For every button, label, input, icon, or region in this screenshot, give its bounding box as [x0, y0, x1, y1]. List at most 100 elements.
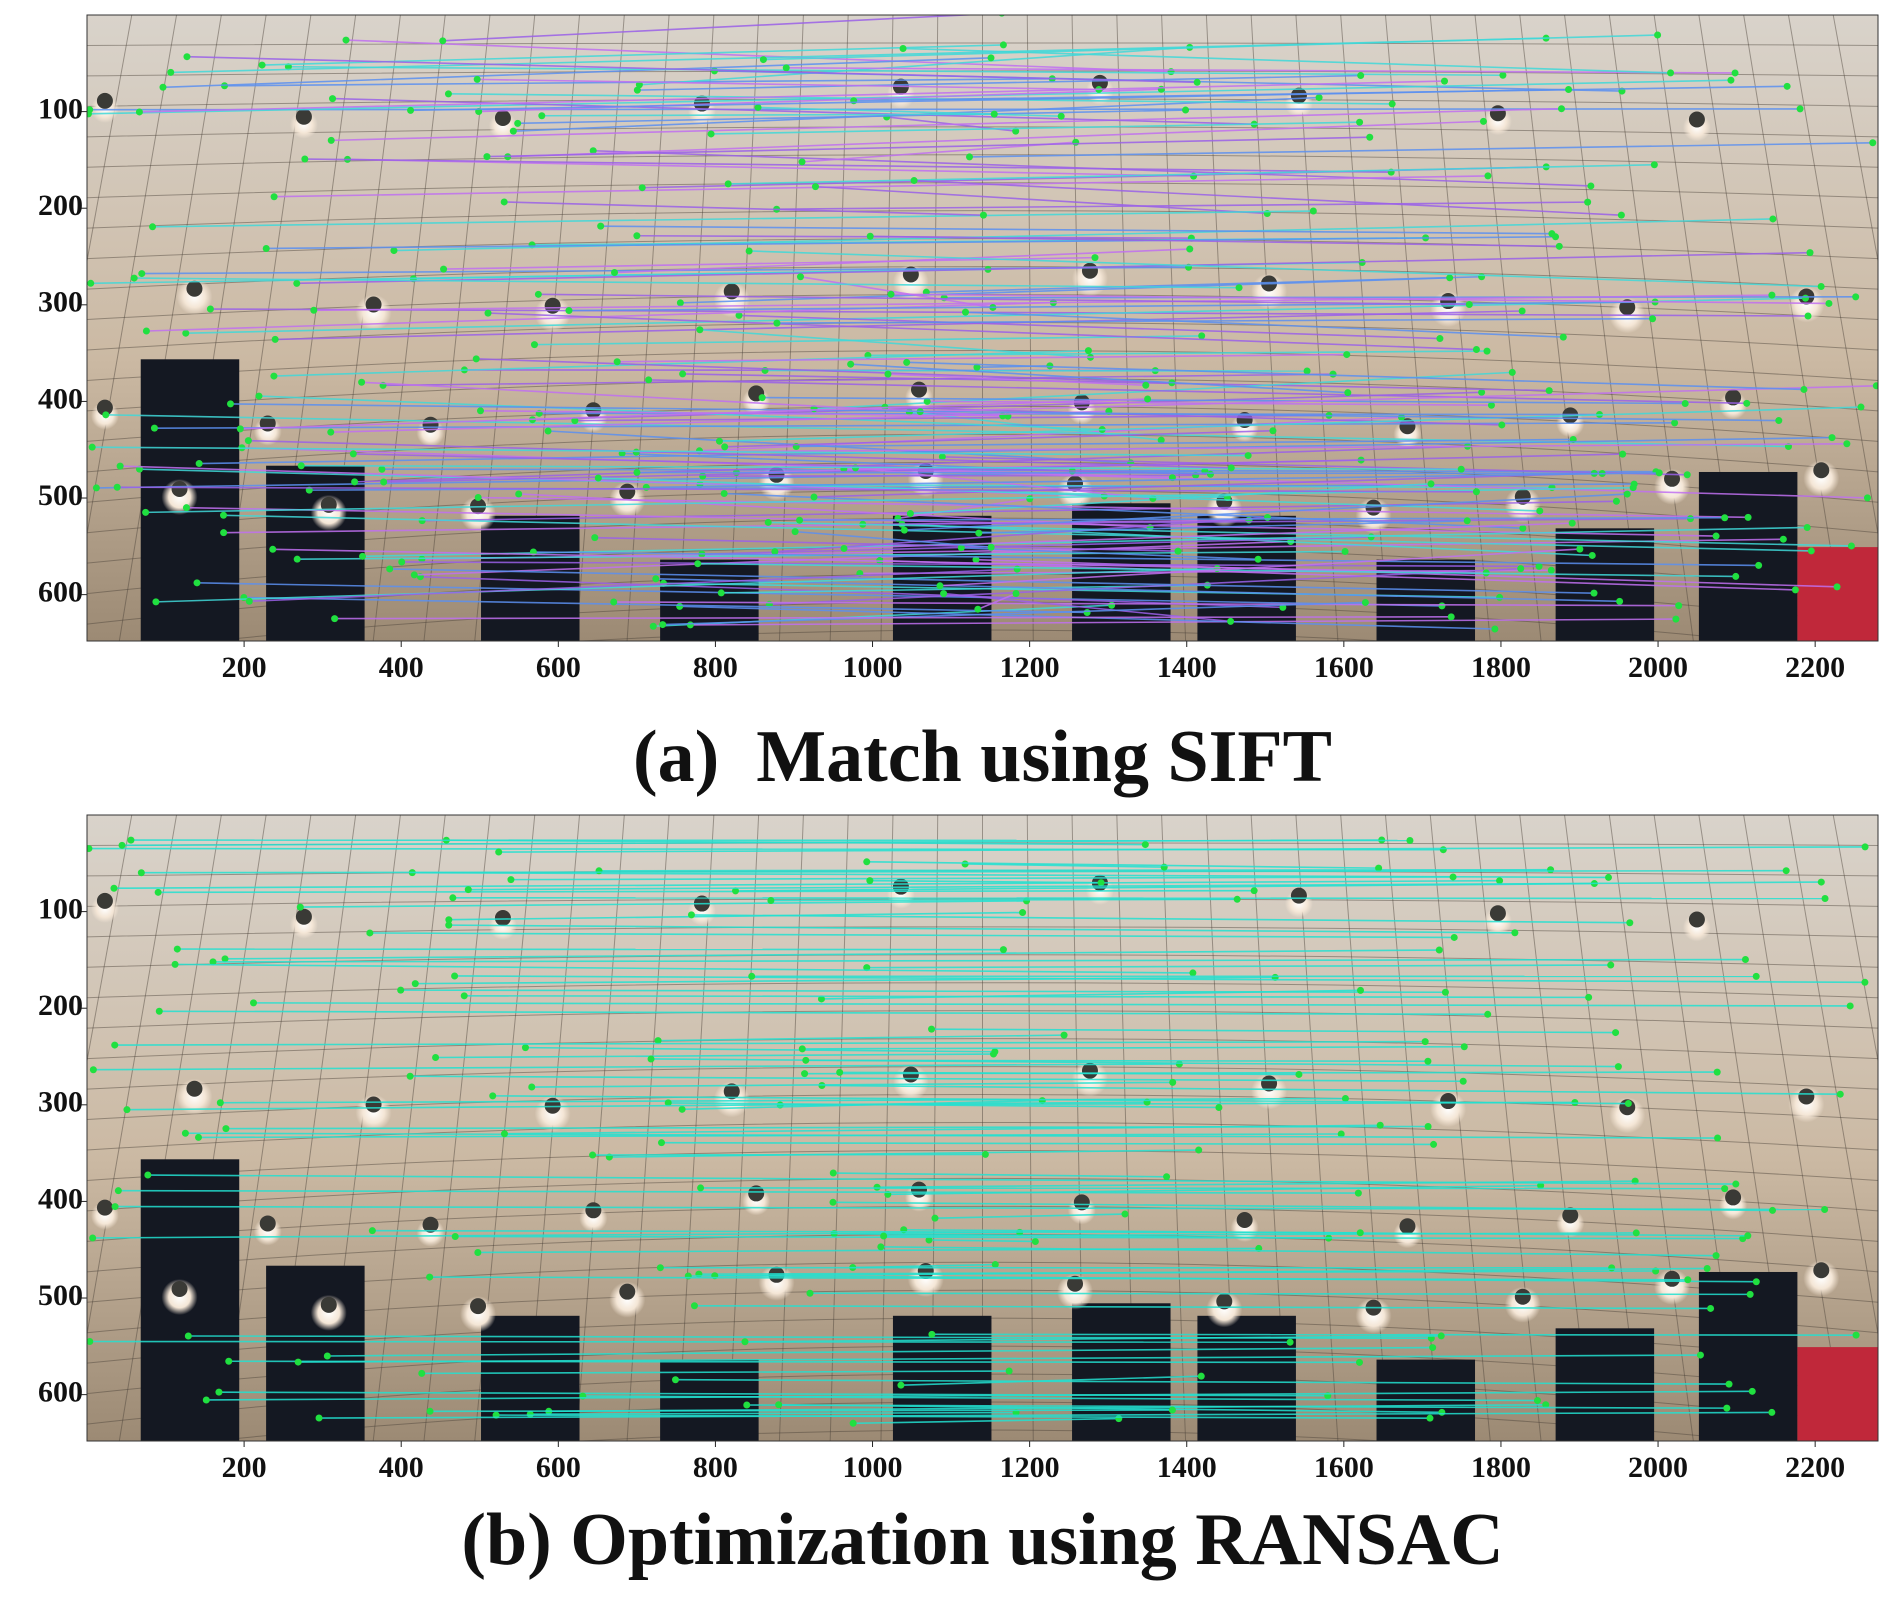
keypoint	[1547, 566, 1555, 574]
ceiling-tile-line	[87, 42, 1878, 46]
keypoint	[1026, 495, 1034, 503]
match-line	[859, 569, 1552, 575]
keypoint	[1614, 1063, 1622, 1071]
keypoint	[1005, 1367, 1013, 1375]
match-line	[931, 1333, 1857, 1336]
x-tick-label: 1400	[1157, 1451, 1217, 1484]
keypoint	[411, 980, 419, 988]
match-line	[213, 958, 1746, 963]
keypoint	[1744, 513, 1752, 521]
panel-caption: (a) Match using SIFT	[633, 716, 1332, 798]
keypoint	[1752, 1278, 1760, 1286]
keypoint	[1861, 978, 1869, 986]
match-line	[801, 141, 1076, 163]
keypoint	[1712, 532, 1720, 540]
keypoint	[258, 61, 266, 69]
match-line	[680, 276, 1450, 304]
match-line	[942, 456, 1688, 476]
ceiling-tile-line	[87, 1177, 1878, 1212]
keypoint	[130, 274, 138, 282]
keypoint	[1806, 249, 1814, 257]
match-line	[304, 158, 1392, 173]
match-line	[331, 107, 1562, 142]
keypoint	[293, 555, 301, 563]
x-tick-label: 600	[536, 651, 581, 684]
match-line	[728, 163, 1655, 185]
keypoint	[642, 483, 650, 491]
match-line	[815, 185, 1268, 215]
keypoint	[1783, 82, 1791, 90]
keypoint	[1712, 1252, 1720, 1260]
keypoint	[114, 1187, 122, 1195]
keypoint	[1576, 545, 1584, 553]
keypoint	[1286, 1338, 1294, 1346]
y-tick-label: 100	[38, 92, 83, 125]
keypoint	[1091, 254, 1099, 262]
keypoint	[1821, 1205, 1829, 1213]
keypoint	[707, 130, 715, 138]
keypoint	[771, 548, 779, 556]
keypoint	[1732, 1180, 1740, 1188]
match-line	[906, 361, 1804, 391]
keypoint	[1356, 986, 1364, 994]
lamp-fixture	[1081, 1062, 1098, 1079]
keypoint	[1356, 1358, 1364, 1366]
keypoint	[1163, 1173, 1171, 1181]
match-line	[301, 464, 1462, 471]
keypoint	[1683, 471, 1691, 479]
keypoint	[1713, 1068, 1721, 1076]
keypoint	[659, 621, 667, 629]
keypoint	[1169, 1078, 1177, 1086]
keypoint	[1825, 299, 1833, 307]
match-line	[869, 879, 1102, 884]
match-line	[401, 561, 1540, 568]
keypoint	[534, 290, 542, 298]
keypoint	[1227, 617, 1235, 625]
keypoint	[359, 552, 367, 560]
match-line	[243, 596, 1088, 614]
match-line	[758, 106, 1062, 117]
match-line	[275, 310, 1523, 341]
lamp-fixture	[619, 483, 636, 500]
keypoint	[269, 545, 277, 553]
match-line	[330, 410, 1109, 433]
match-line	[694, 1304, 1711, 1310]
ceiling-tile-line	[87, 1010, 1878, 1029]
ceiling-tile-line	[87, 954, 1878, 968]
match-line	[478, 496, 1749, 519]
y-tick-label: 500	[38, 479, 83, 512]
lamp-fixture	[470, 1298, 487, 1315]
match-line	[617, 353, 1347, 363]
lamp-fixture	[1290, 87, 1307, 104]
match-line	[92, 446, 1249, 457]
keypoint	[1748, 1387, 1756, 1395]
lamp-fixture	[1440, 1093, 1457, 1110]
y-tick-label: 200	[38, 189, 83, 222]
keypoint	[594, 474, 602, 482]
keypoint	[473, 75, 481, 83]
match-line	[452, 896, 1826, 900]
match-line	[414, 540, 1291, 576]
keypoint	[489, 1092, 497, 1100]
keypoint	[1629, 484, 1637, 492]
keypoint	[1741, 956, 1749, 964]
keypoint	[407, 106, 415, 114]
keypoint	[1817, 283, 1825, 291]
x-tick-label: 2000	[1628, 1451, 1688, 1484]
x-tick-label: 1800	[1471, 651, 1531, 684]
keypoint	[936, 582, 944, 590]
keypoint	[928, 1330, 936, 1338]
match-line	[429, 1276, 1688, 1281]
keypoint	[226, 400, 234, 408]
keypoint	[791, 528, 799, 536]
keypoint	[1436, 335, 1444, 343]
y-tick-label: 300	[38, 1086, 83, 1119]
keypoint	[903, 358, 911, 366]
match-line	[89, 1340, 1291, 1344]
keypoint	[1555, 242, 1563, 250]
ceiling-tile-line	[1743, 815, 1847, 1441]
keypoint	[1533, 1397, 1541, 1405]
keypoint	[1012, 589, 1020, 597]
match-line	[786, 67, 1736, 74]
keypoint	[748, 972, 756, 980]
